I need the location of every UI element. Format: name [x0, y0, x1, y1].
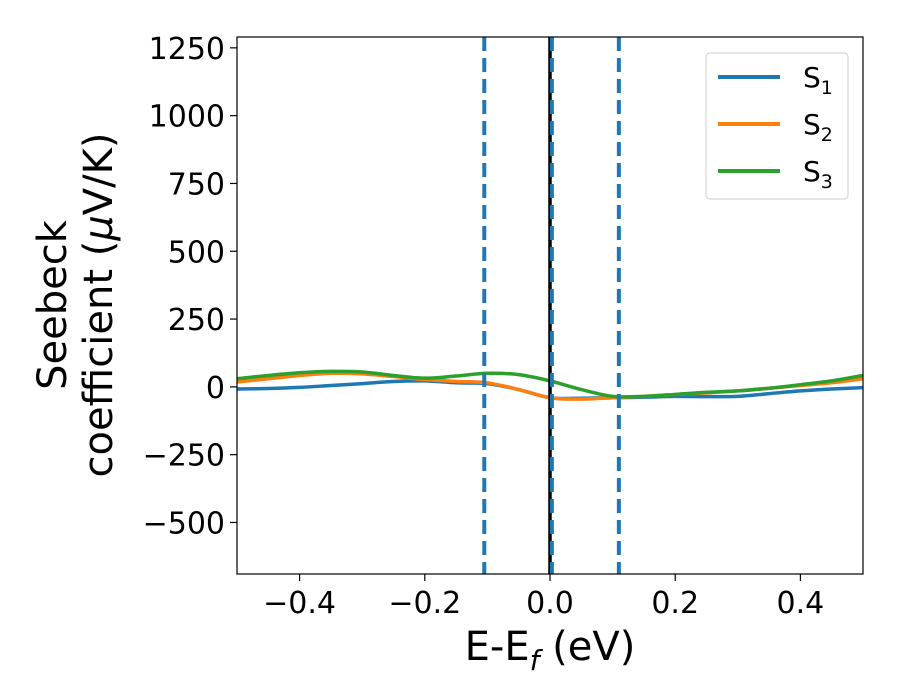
- legend-label-s2: S2: [803, 108, 833, 146]
- y-axis-ticks: −500 −250 0 250 500 750 1000 1250: [143, 32, 237, 541]
- x-axis-title-unit: (eV): [539, 624, 635, 670]
- x-axis-title-main: E-E: [465, 624, 530, 670]
- legend: S1 S2 S3: [705, 52, 849, 200]
- y-tick-label: 1250: [149, 32, 225, 67]
- legend-label-s1: S1: [803, 61, 833, 99]
- y-tick-label: 0: [206, 371, 225, 406]
- y-tick-label: 750: [168, 167, 225, 202]
- y-axis-title-line2-start: coefficient (: [76, 241, 122, 478]
- y-axis-title-line2-end: V/K): [76, 133, 122, 216]
- x-tick-label: −0.2: [388, 586, 461, 621]
- y-tick-label: 250: [168, 303, 225, 338]
- x-axis-title: E-Ef (eV): [465, 624, 636, 677]
- y-axis-title-line2: coefficient (μV/K): [76, 133, 122, 478]
- y-axis-title-line1: Seebeck: [30, 219, 76, 390]
- y-axis-title-mu: μ: [76, 215, 122, 241]
- legend-label-s3: S3: [803, 155, 833, 193]
- x-tick-label: 0.2: [651, 586, 699, 621]
- y-tick-label: 1000: [149, 100, 225, 135]
- x-tick-label: 0.0: [526, 586, 574, 621]
- x-tick-label: 0.4: [777, 586, 825, 621]
- x-axis-ticks: −0.4 −0.2 0.0 0.2 0.4: [263, 574, 824, 621]
- y-tick-label: −500: [143, 506, 225, 541]
- y-tick-label: 500: [168, 235, 225, 270]
- x-tick-label: −0.4: [263, 586, 336, 621]
- vertical-lines-layer: [482, 37, 621, 574]
- y-tick-label: −250: [143, 439, 225, 474]
